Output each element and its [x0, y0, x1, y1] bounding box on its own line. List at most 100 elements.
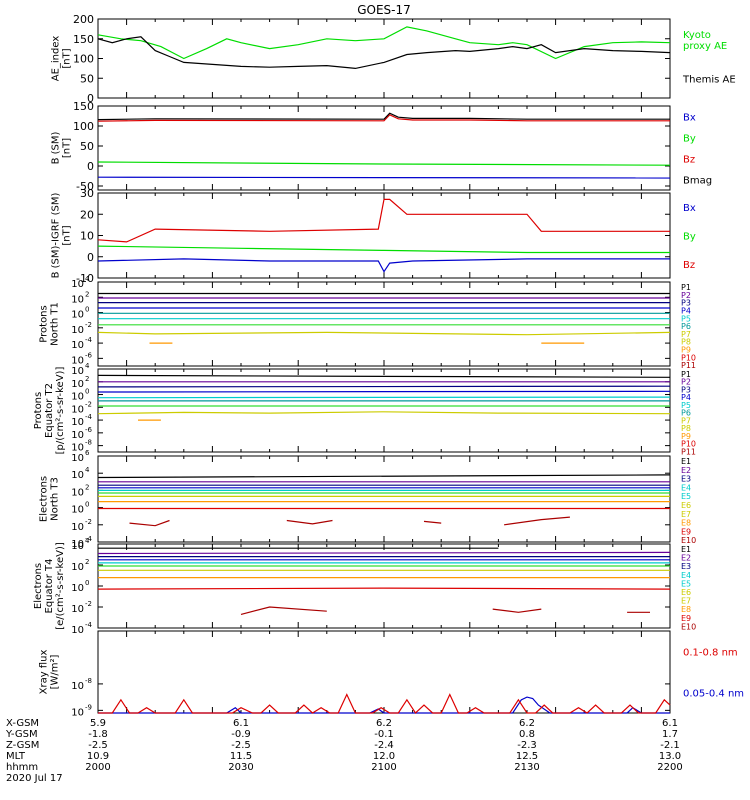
- channel-label: P1: [681, 370, 691, 379]
- y-tick-label: 10: [71, 583, 84, 594]
- y-tick-label: 10: [71, 340, 84, 351]
- y-axis-label-line: [e/(cm²-s-sr-keV)]: [55, 542, 66, 630]
- y-tick-label: 10: [71, 453, 84, 464]
- series-line-p8: [97, 331, 671, 336]
- y-axis-label-line: Equator T4: [44, 559, 55, 614]
- y-tick-label: 10: [71, 562, 84, 573]
- y-tick-label: 10: [71, 522, 84, 533]
- series-line-e10: [129, 519, 170, 527]
- orbit-value: -2.5: [231, 740, 251, 751]
- y-axis-label-line: [p/(cm²-s-sr-keV)]: [55, 367, 66, 455]
- y-tick-label: 30: [80, 187, 94, 200]
- y-tick-label: 150: [73, 33, 94, 46]
- y-tick-label: 10: [71, 379, 84, 390]
- y-tick-label: 10: [71, 417, 84, 428]
- y-tick-label: 10: [71, 541, 84, 552]
- y-tick-label: 100: [73, 53, 94, 66]
- y-tick-exponent: 0: [85, 306, 89, 314]
- y-axis-label-line: Electrons: [33, 563, 44, 609]
- y-tick-label: 10: [71, 487, 84, 498]
- y-axis-label-line: Protons: [33, 392, 44, 429]
- y-axis-label-line: AE_index: [51, 36, 62, 82]
- y-tick-exponent: 2: [85, 558, 89, 566]
- series-line-bmag: [97, 112, 670, 121]
- panel-frame: [97, 281, 671, 367]
- y-tick-exponent: 6: [85, 449, 90, 457]
- series-line-p5: [97, 396, 671, 399]
- channel-label: P7: [681, 416, 691, 425]
- figure-title: GOES-17: [357, 3, 411, 17]
- y-tick-exponent: -6: [85, 426, 93, 434]
- legend-label: By: [683, 232, 696, 243]
- panel-frame: [97, 192, 671, 279]
- channel-label: P8: [681, 424, 691, 433]
- orbit-value: 11.5: [230, 751, 252, 762]
- panel-frame: [97, 455, 671, 543]
- legend-label: Bz: [683, 155, 695, 166]
- orbit-row-label: Y-GSM: [5, 729, 38, 740]
- orbit-value: 6.2: [376, 718, 392, 729]
- y-tick-label: -10: [76, 272, 94, 285]
- orbit-value: -2.3: [517, 740, 537, 751]
- orbit-value: 6.2: [519, 718, 535, 729]
- orbit-value: 2000: [85, 762, 110, 773]
- y-tick-label: 10: [71, 505, 84, 516]
- channel-label: E4: [681, 571, 691, 580]
- y-tick-label: 10: [71, 404, 84, 415]
- y-axis-label-line: Equator T2: [44, 383, 55, 438]
- channel-label: E9: [681, 527, 691, 536]
- series-line-by: [97, 161, 671, 166]
- series-line-e10: [240, 606, 327, 615]
- y-axis-label: Protons North T1: [39, 302, 61, 346]
- y-tick-exponent: 2: [85, 290, 89, 298]
- y-tick-exponent: -6: [85, 351, 93, 359]
- channel-label: P9: [681, 346, 691, 355]
- channel-label: P5: [681, 314, 691, 323]
- orbit-value: 6.1: [233, 718, 249, 729]
- y-axis-label: Electrons North T3: [39, 476, 61, 522]
- y-tick-exponent: 0: [85, 501, 89, 509]
- channel-label: E6: [681, 588, 691, 597]
- y-tick-label: -50: [76, 180, 94, 193]
- orbit-value: -2.5: [88, 740, 108, 751]
- orbit-value: -2.1: [660, 740, 680, 751]
- legend-label: By: [683, 134, 696, 145]
- y-axis-label-line: [W/m²]: [50, 654, 61, 689]
- channel-label: E2: [681, 466, 691, 475]
- channel-label: E7: [681, 510, 691, 519]
- channel-label: E8: [681, 605, 691, 614]
- orbit-value: -0.1: [374, 729, 394, 740]
- orbit-value: -0.9: [231, 729, 251, 740]
- series-line-bx: [97, 258, 670, 273]
- channel-label: E10: [681, 536, 696, 545]
- orbit-value: 12.5: [516, 751, 538, 762]
- channel-label: P6: [681, 322, 691, 331]
- panel-bigrf: -10 0 10 20 30 B (SM)-IGRF (SM) [nT] Bx By Bz: [51, 187, 696, 285]
- y-tick-label: 10: [71, 604, 84, 615]
- legend-label: Bx: [683, 113, 696, 124]
- series-line-bz: [97, 198, 670, 243]
- series-line-0-1-0-8-nm: [98, 693, 671, 714]
- channel-label: E6: [681, 501, 691, 510]
- y-axis-label: Protons Equator T2 [p/(cm²-s-sr-keV)]: [33, 367, 66, 455]
- channel-label: E3: [681, 562, 691, 571]
- channel-label: P10: [681, 440, 696, 449]
- channel-label: P11: [681, 447, 696, 456]
- channel-label: P4: [681, 306, 691, 315]
- legend-label: Bx: [683, 203, 696, 214]
- y-tick-label: 10: [71, 430, 84, 441]
- channel-label: E7: [681, 597, 691, 606]
- legend-label: Bz: [683, 260, 695, 271]
- y-tick-exponent: 4: [85, 362, 90, 370]
- y-tick-label: 0: [87, 160, 94, 173]
- channel-label: P5: [681, 401, 691, 410]
- orbit-value: 0.8: [519, 729, 535, 740]
- orbit-value: 1.7: [662, 729, 678, 740]
- y-axis-label-line: B (SM)-IGRF (SM): [51, 193, 62, 279]
- y-tick-exponent: 4: [85, 275, 90, 283]
